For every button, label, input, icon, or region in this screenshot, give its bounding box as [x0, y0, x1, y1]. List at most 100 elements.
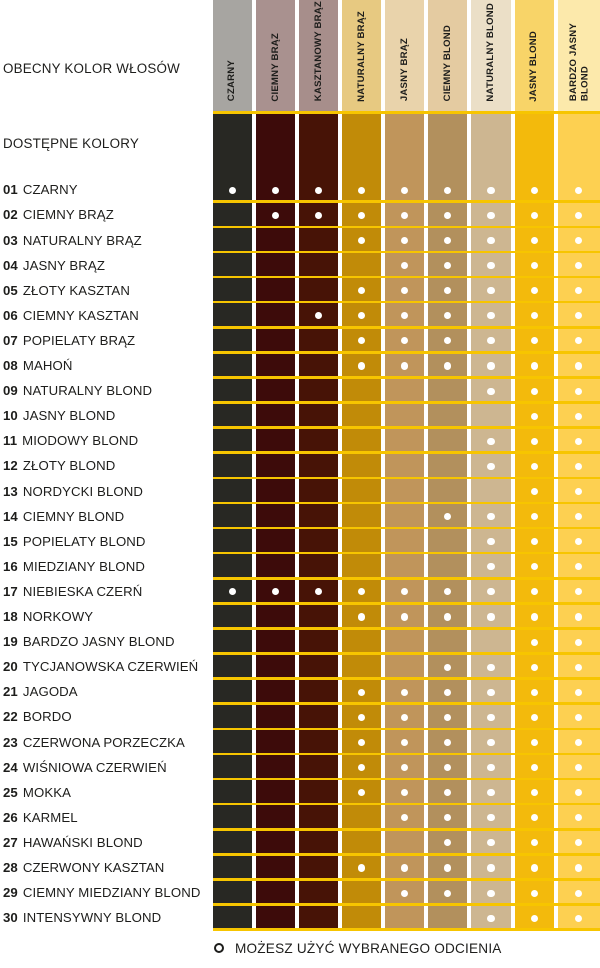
compatibility-dot	[487, 312, 495, 320]
compatibility-dot	[357, 588, 366, 596]
compatibility-dot	[575, 713, 583, 721]
row-separator-line	[212, 928, 600, 931]
compatibility-dot	[575, 262, 583, 270]
row-label: 13 NORDYCKI BLOND	[3, 479, 209, 504]
column-header-label: JASNY BLOND	[528, 30, 540, 102]
column-header-swatch: NATURALNY BRĄZ	[341, 0, 382, 111]
column-header-swatch: NATURALNY BLOND	[471, 0, 511, 111]
compatibility-dot	[444, 889, 452, 897]
compatibility-dot	[530, 362, 538, 370]
row-name: TYCJANOWSKA CZERWIEŃ	[22, 659, 199, 675]
row-name: CIEMNY BRĄZ	[22, 207, 114, 223]
row-number: 25	[3, 784, 18, 800]
compatibility-dot	[444, 839, 452, 847]
compatibility-dot	[444, 262, 452, 270]
compatibility-dot	[575, 462, 583, 470]
row-name: CZERWONY KASZTAN	[22, 860, 165, 876]
compatibility-dot	[401, 889, 409, 897]
row-name: ZŁOTY BLOND	[22, 458, 116, 474]
row-number: 23	[3, 734, 18, 750]
row-number: 19	[3, 634, 18, 650]
row-label: 08 MAHOŃ	[3, 353, 209, 378]
row-name: POPIELATY BLOND	[22, 533, 146, 549]
row-separator-line	[212, 325, 600, 329]
compatibility-dot	[530, 487, 538, 496]
row-separator-line	[212, 627, 600, 630]
compatibility-dot	[401, 713, 409, 721]
compatibility-dot	[575, 337, 583, 345]
compatibility-dot	[314, 312, 322, 320]
column-header-swatch: JASNY BLOND	[514, 0, 554, 111]
row-label: 04 JASNY BRĄZ	[3, 253, 209, 278]
compatibility-dot	[575, 839, 583, 847]
row-name: WIŚNIOWA CZERWIEŃ	[22, 759, 167, 775]
row-label: 27 HAWAŃSKI BLOND	[3, 830, 209, 855]
compatibility-dot	[575, 287, 583, 295]
compatibility-dot	[575, 312, 583, 320]
compatibility-dot	[487, 713, 495, 721]
compatibility-dot	[575, 236, 583, 245]
compatibility-dot	[575, 387, 583, 395]
compatibility-dot	[401, 738, 409, 747]
compatibility-dot	[575, 362, 583, 370]
compatibility-dot	[530, 513, 538, 521]
row-separator-line	[212, 426, 600, 429]
compatibility-dot	[228, 186, 236, 194]
row-separator-line	[212, 501, 600, 505]
compatibility-dot	[401, 211, 409, 219]
row-number: 17	[3, 583, 18, 599]
compatibility-dot	[401, 613, 409, 621]
compatibility-dot	[487, 186, 495, 194]
row-number: 07	[3, 332, 18, 348]
compatibility-dot	[530, 462, 538, 470]
row-label: 28 CZERWONY KASZTAN	[3, 855, 209, 880]
row-name: NORKOWY	[22, 609, 94, 625]
column-header-label: CIEMNY BRĄZ	[269, 32, 281, 102]
row-name: NORDYCKI BLOND	[22, 483, 143, 499]
row-name: KARMEL	[22, 809, 78, 825]
compatibility-dot	[401, 337, 409, 345]
compatibility-dot	[401, 262, 409, 270]
row-separator-line	[212, 652, 600, 655]
compatibility-dot	[487, 287, 495, 295]
compatibility-dot	[487, 613, 495, 621]
compatibility-dot	[575, 211, 583, 219]
column-header-swatch: BARDZO JASNY BLOND	[557, 0, 600, 111]
compatibility-dot	[228, 588, 236, 596]
compatibility-dot	[530, 312, 538, 320]
row-separator-line	[212, 275, 600, 279]
compatibility-dot	[530, 889, 538, 897]
compatibility-dot	[357, 362, 366, 370]
row-label: 21 JAGODA	[3, 679, 209, 704]
column-color-strip	[212, 113, 252, 931]
row-name: ZŁOTY KASZTAN	[22, 282, 130, 298]
row-name: CZARNY	[22, 182, 78, 198]
row-number: 10	[3, 408, 18, 424]
row-name: MAHOŃ	[22, 358, 73, 374]
row-number: 22	[3, 709, 18, 725]
row-name: MIEDZIANY BLOND	[22, 558, 146, 574]
compatibility-dot	[487, 839, 495, 847]
compatibility-dot	[357, 613, 366, 621]
compatibility-dot	[487, 538, 495, 546]
row-separator-line	[212, 878, 600, 881]
columns-title: OBECNY KOLOR WŁOSÓW	[3, 60, 180, 76]
row-number: 29	[3, 885, 18, 901]
compatibility-dot	[444, 236, 452, 245]
compatibility-dot	[314, 588, 322, 596]
row-number: 21	[3, 684, 18, 700]
row-separator-line	[212, 376, 600, 379]
compatibility-dot	[487, 814, 495, 822]
compatibility-dot	[487, 764, 495, 772]
row-name: NATURALNY BRĄZ	[22, 232, 142, 248]
compatibility-dot	[575, 914, 583, 922]
compatibility-dot	[444, 588, 452, 596]
compatibility-dot	[401, 764, 409, 772]
row-label: 19 BARDZO JASNY BLOND	[3, 629, 209, 654]
row-name: JAGODA	[22, 684, 78, 700]
column-header-swatch: CZARNY	[212, 0, 252, 111]
row-label: 16 MIEDZIANY BLOND	[3, 554, 209, 579]
row-label: 25 MOKKA	[3, 780, 209, 805]
compatibility-dot	[575, 513, 583, 521]
row-name: BARDZO JASNY BLOND	[22, 634, 175, 650]
